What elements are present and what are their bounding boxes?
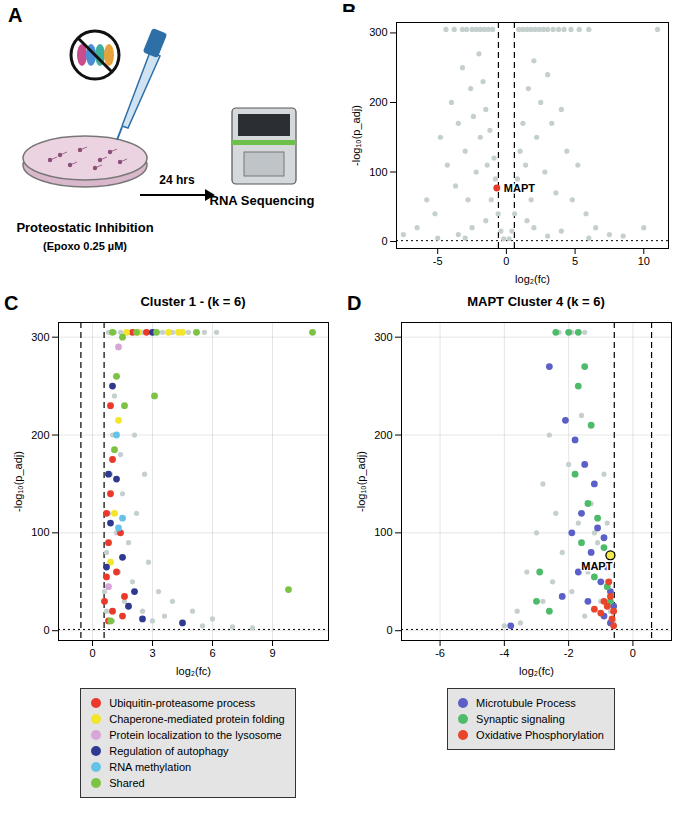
svg-text:9: 9 [269, 647, 275, 659]
html-text:Ubiquitin-proteasome process: Ubiquitin-proteasome process [109, 697, 256, 709]
svg-text:6: 6 [209, 647, 215, 659]
svg-text:0: 0 [386, 624, 392, 636]
svg-text:100: 100 [369, 166, 387, 178]
svg-text:log₂(fc): log₂(fc) [519, 665, 554, 677]
svg-text:-log₁₀(p_adj): -log₁₀(p_adj) [355, 451, 367, 512]
svg-text:-6: -6 [435, 647, 445, 659]
svg-text:5: 5 [572, 255, 578, 267]
html-text:Shared: Shared [109, 777, 145, 789]
svg-text:10: 10 [638, 255, 650, 267]
svg-text:-5: -5 [433, 255, 443, 267]
svg-text:200: 200 [369, 96, 387, 108]
svg-text:-log₁₀(p_adj): -log₁₀(p_adj) [12, 451, 24, 512]
html-text:Oxidative Phosphorylation: Oxidative Phosphorylation [476, 729, 604, 741]
html-text:Regulation of autophagy: Regulation of autophagy [109, 745, 229, 757]
html-text:MAPT Cluster 4 (k = 6): MAPT Cluster 4 (k = 6) [467, 294, 605, 309]
svg-text:100: 100 [31, 526, 49, 538]
svg-text:-2: -2 [564, 647, 574, 659]
html-text:B: B [342, 0, 357, 22]
svg-text:MAPT: MAPT [504, 182, 535, 194]
svg-text:0: 0 [630, 647, 636, 659]
html-text:RNA methylation: RNA methylation [109, 761, 192, 773]
svg-text:3: 3 [149, 647, 155, 659]
svg-text:(Epoxo 0.25 µM): (Epoxo 0.25 µM) [43, 240, 127, 252]
svg-text:0: 0 [503, 255, 509, 267]
svg-text:-4: -4 [499, 647, 509, 659]
svg-text:300: 300 [369, 26, 387, 38]
svg-text:100: 100 [374, 526, 392, 538]
html-text:Microtubule Process: Microtubule Process [476, 697, 576, 709]
svg-text:200: 200 [374, 429, 392, 441]
html-text:Protein localization to the ly: Protein localization to the lysosome [109, 729, 282, 741]
html-text:Chaperone-mediated protein fol: Chaperone-mediated protein folding [109, 713, 285, 725]
svg-text:log₂(fc): log₂(fc) [515, 273, 550, 285]
html-text:D: D [347, 292, 362, 314]
svg-text:RNA Sequencing: RNA Sequencing [210, 193, 315, 208]
svg-text:0: 0 [381, 235, 387, 247]
svg-text:0: 0 [89, 647, 95, 659]
svg-text:24 hrs: 24 hrs [159, 173, 195, 187]
svg-text:MAPT: MAPT [581, 560, 612, 572]
html-text:Synaptic signaling: Synaptic signaling [476, 713, 565, 725]
svg-text:200: 200 [31, 429, 49, 441]
svg-text:300: 300 [31, 331, 49, 343]
html-text:Cluster 1 - (k = 6): Cluster 1 - (k = 6) [140, 294, 246, 309]
svg-text:log₂(fc): log₂(fc) [176, 665, 211, 677]
svg-text:Proteostatic Inhibition: Proteostatic Inhibition [16, 220, 153, 235]
svg-text:-log₁₀(p_adj): -log₁₀(p_adj) [350, 105, 362, 166]
html-text:C: C [4, 292, 19, 314]
svg-text:300: 300 [374, 331, 392, 343]
svg-text:0: 0 [43, 624, 49, 636]
svg-text:A: A [8, 4, 22, 26]
